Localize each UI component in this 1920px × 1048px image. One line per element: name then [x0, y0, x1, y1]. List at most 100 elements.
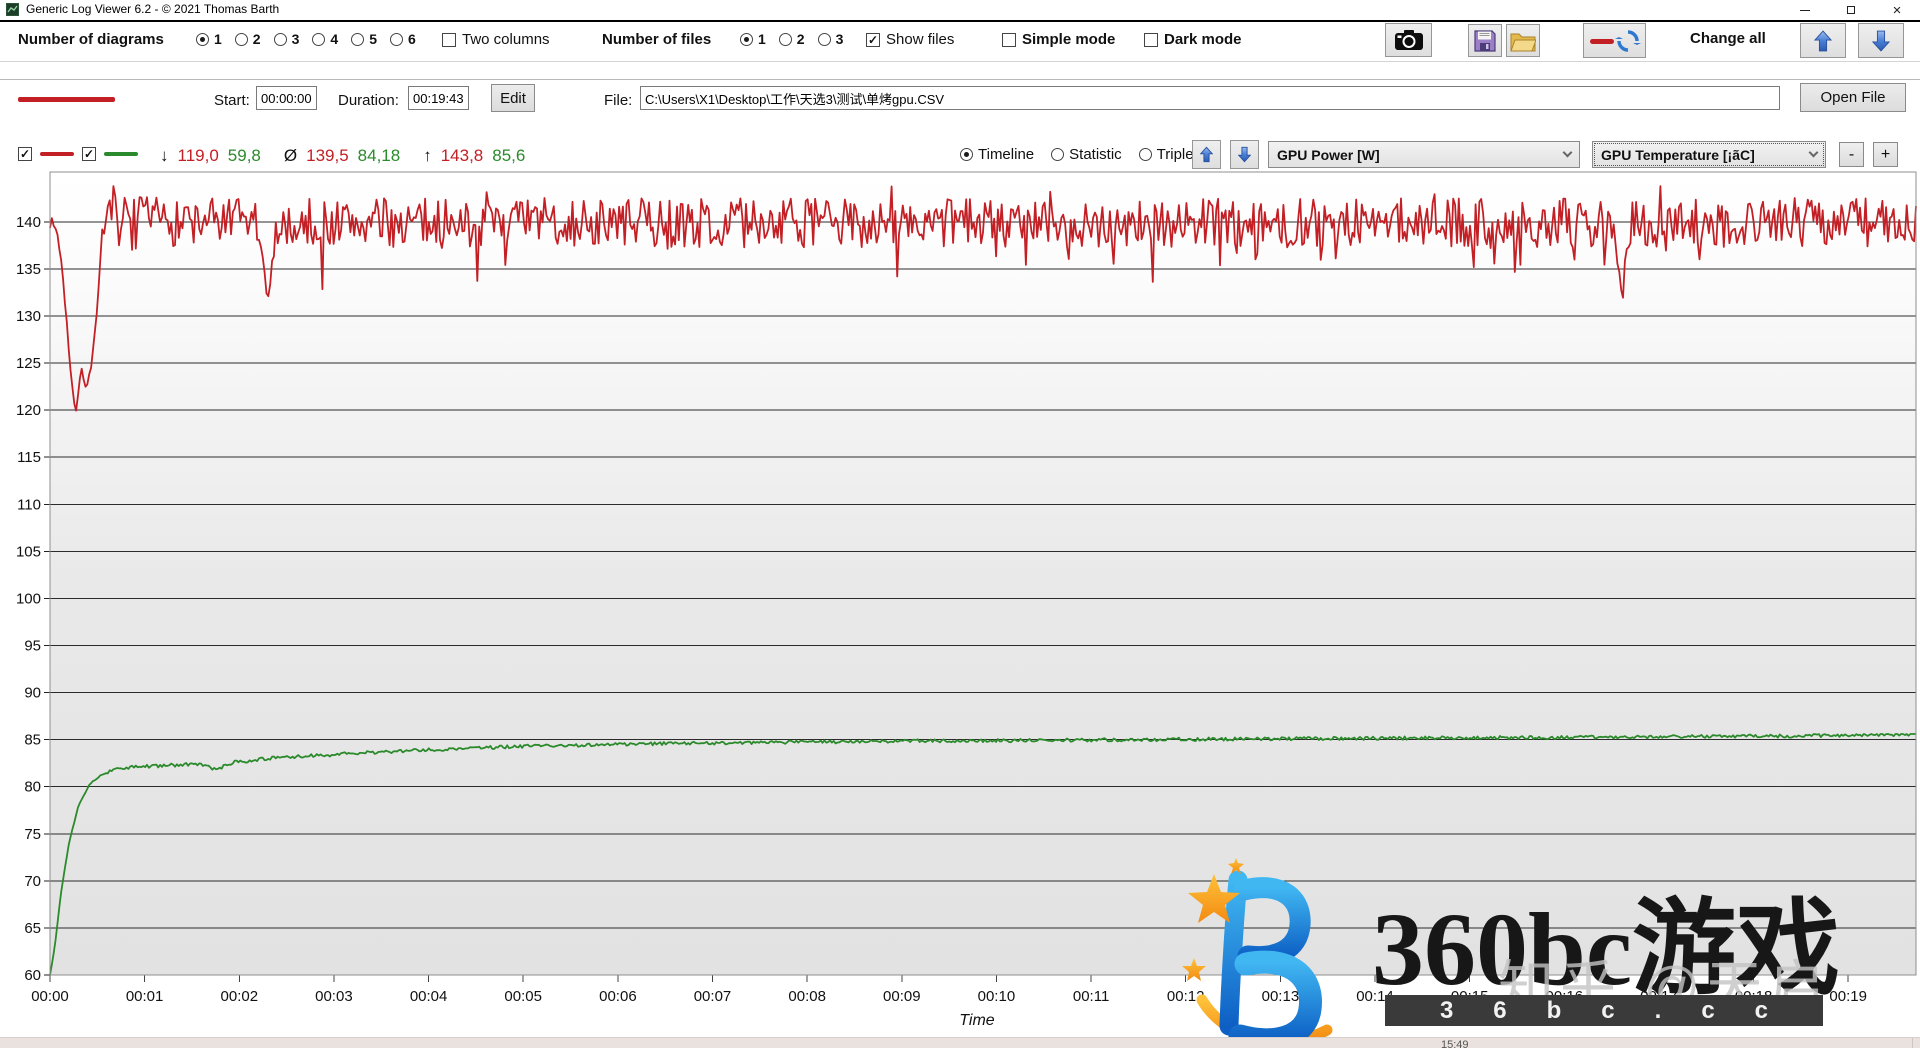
- x-tick-label: 00:19: [1829, 988, 1867, 1005]
- taskbar-strip[interactable]: 15:49: [0, 1037, 1920, 1048]
- zoom-out-button[interactable]: -: [1839, 142, 1864, 167]
- restore-button[interactable]: [1828, 0, 1874, 20]
- zoom-in-button[interactable]: +: [1873, 142, 1898, 167]
- diagrams-option-2[interactable]: 2: [234, 31, 261, 47]
- diagrams-radio[interactable]: [196, 32, 209, 46]
- plot-border: [49, 171, 1917, 976]
- files-radio[interactable]: [778, 32, 792, 46]
- files-radio[interactable]: [740, 32, 753, 46]
- files-option-2[interactable]: 2: [778, 31, 805, 47]
- series1-visible-checkbox[interactable]: [18, 147, 32, 161]
- simple-mode-checkbox[interactable]: [1002, 32, 1016, 47]
- y-tick-label: 100: [16, 590, 41, 607]
- view-mode-option-label: Timeline: [978, 146, 1035, 163]
- files-option-3[interactable]: 3: [817, 31, 844, 47]
- file-label: File:: [604, 92, 633, 109]
- start-input[interactable]: [256, 86, 317, 110]
- avg-symbol: Ø: [283, 146, 298, 165]
- swap-series-button[interactable]: [1583, 23, 1646, 58]
- dark-mode-checkbox[interactable]: [1144, 32, 1158, 47]
- floppy-disk-icon: [1474, 29, 1496, 52]
- watermark-url-text: 36bc.cc: [1439, 996, 1809, 1024]
- edit-button[interactable]: Edit: [491, 84, 535, 112]
- y-tick-label: 135: [16, 261, 41, 278]
- diagrams-radio[interactable]: [234, 32, 248, 46]
- series-statistics: ↓ 119,0 59,8 Ø 139,5 84,18 ↑ 143,8 85,6: [160, 146, 525, 166]
- x-tick-label: 00:00: [31, 988, 69, 1005]
- view-mode-option-label: Statistic: [1069, 146, 1122, 163]
- folder-icon: [1510, 33, 1536, 51]
- x-axis-title: Time: [959, 1012, 995, 1029]
- diagrams-option-1[interactable]: 1: [196, 31, 222, 47]
- move-diagram-down-button[interactable]: [1230, 140, 1259, 169]
- two-columns-checkbox[interactable]: [442, 32, 456, 47]
- two-columns-checkbox-wrap[interactable]: Two columns: [442, 31, 550, 48]
- diagrams-radio[interactable]: [351, 32, 365, 46]
- view-mode-radio[interactable]: [1138, 148, 1152, 161]
- series2-visible-checkbox[interactable]: [82, 147, 96, 161]
- move-down-all-button[interactable]: [1858, 23, 1904, 58]
- view-mode-radio[interactable]: [1051, 148, 1065, 161]
- min-symbol: ↓: [160, 146, 169, 165]
- close-button[interactable]: ×: [1874, 0, 1920, 20]
- x-tick-label: 00:06: [599, 988, 637, 1005]
- diagrams-option-4[interactable]: 4: [312, 31, 338, 47]
- diagrams-radio[interactable]: [312, 32, 326, 46]
- min-temp-value: 59,8: [227, 146, 261, 165]
- diagrams-option-label: 2: [252, 31, 261, 47]
- diagrams-option-6[interactable]: 6: [389, 31, 416, 47]
- show-desktop-edge[interactable]: [1912, 1038, 1920, 1048]
- diagrams-option-3[interactable]: 3: [273, 31, 299, 47]
- toolbar-separator: [0, 61, 1920, 62]
- y-tick-label: 75: [24, 826, 41, 843]
- series1-combobox[interactable]: GPU Power [W]: [1268, 141, 1580, 168]
- x-tick-label: 00:11: [1073, 988, 1109, 1005]
- x-tick-label: 00:12: [1167, 988, 1205, 1005]
- series2-color-swatch: [104, 152, 138, 156]
- files-radio-group: 1 2 3: [740, 31, 843, 47]
- open-folder-button[interactable]: [1506, 24, 1540, 57]
- diagrams-radio[interactable]: [273, 32, 287, 46]
- avg-power-value: 139,5: [306, 146, 349, 165]
- x-tick-label: 00:10: [978, 988, 1016, 1005]
- x-tick-label: 00:02: [221, 988, 259, 1005]
- open-file-button[interactable]: Open File: [1800, 83, 1906, 112]
- move-up-all-button[interactable]: [1800, 23, 1846, 58]
- view-mode-radio[interactable]: [960, 148, 973, 161]
- swap-refresh-icon: [1589, 29, 1641, 52]
- diagrams-option-5[interactable]: 5: [351, 31, 377, 47]
- files-option-1[interactable]: 1: [740, 31, 766, 47]
- simple-mode-checkbox-wrap[interactable]: Simple mode: [1002, 31, 1115, 48]
- max-symbol: ↑: [423, 146, 432, 165]
- duration-input[interactable]: [408, 86, 469, 110]
- brand-watermark-text: 360bc游戏: [1372, 892, 1841, 1007]
- files-radio[interactable]: [817, 32, 831, 46]
- diagrams-option-label: 1: [214, 31, 222, 47]
- file-path-input[interactable]: [640, 86, 1780, 110]
- y-tick-label: 110: [17, 496, 41, 513]
- minimize-button[interactable]: [1782, 0, 1828, 20]
- x-tick-label: 00:07: [694, 988, 732, 1005]
- show-files-checkbox[interactable]: [866, 32, 880, 47]
- show-files-label: Show files: [886, 31, 955, 48]
- diagrams-radio[interactable]: [389, 32, 403, 46]
- series2-combobox[interactable]: GPU Temperature [¡ãC]: [1592, 141, 1826, 168]
- plot-area[interactable]: [50, 172, 1916, 975]
- dark-mode-checkbox-wrap[interactable]: Dark mode: [1144, 31, 1242, 48]
- files-option-label: 2: [796, 31, 805, 47]
- view-mode-option-statistic[interactable]: Statistic: [1051, 146, 1122, 163]
- arrow-down-icon: [1872, 30, 1890, 52]
- diagrams-label: Number of diagrams: [18, 31, 164, 48]
- x-tick-label: 00:05: [504, 988, 542, 1005]
- arrow-up-icon: [1814, 29, 1832, 51]
- view-mode-option-timeline[interactable]: Timeline: [960, 146, 1034, 163]
- show-files-checkbox-wrap[interactable]: Show files: [866, 31, 954, 48]
- move-diagram-up-button[interactable]: [1192, 140, 1221, 169]
- title-bar: Generic Log Viewer 6.2 - © 2021 Thomas B…: [0, 0, 1920, 20]
- files-option-label: 3: [835, 31, 844, 47]
- view-mode-option-triple[interactable]: Triple: [1138, 146, 1194, 163]
- save-button[interactable]: [1468, 24, 1502, 57]
- screenshot-button[interactable]: [1385, 23, 1432, 57]
